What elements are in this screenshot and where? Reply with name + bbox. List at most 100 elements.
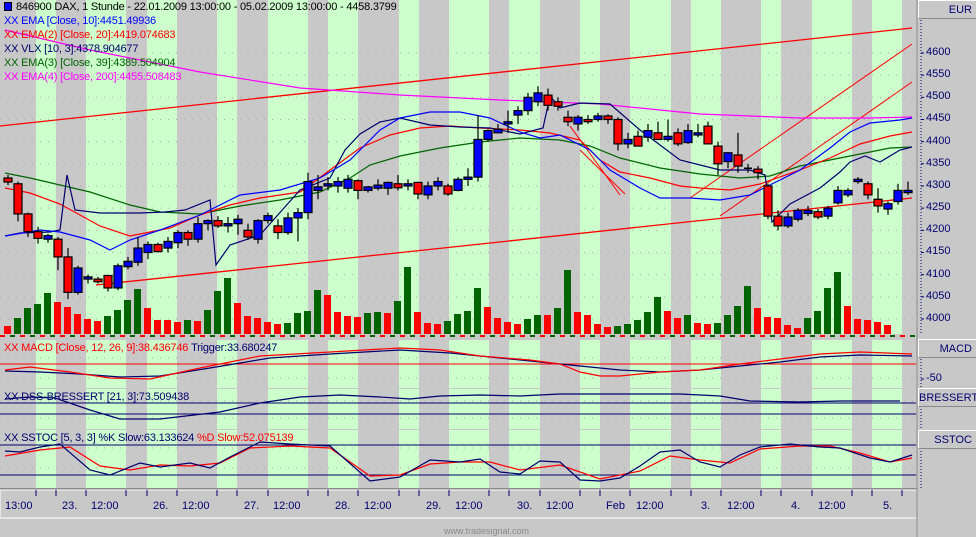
volume-bar [244, 316, 251, 334]
price-tick-label: 4600 [926, 46, 951, 58]
volume-bar [254, 318, 261, 334]
volume-bar [404, 267, 411, 334]
legend-dss[interactable]: XX DSS-BRESSERT [21, 3]:73.509438 [4, 391, 189, 403]
session-band [761, 389, 781, 429]
separator-dash [620, 335, 625, 337]
volume-bar [334, 312, 341, 334]
candle-body [313, 186, 323, 192]
volume-bar [94, 321, 101, 334]
session-band [268, 430, 308, 488]
legend-ema20[interactable]: XX EMA(2) [Close, 20]:4419.074683 [4, 29, 176, 41]
candle-body [133, 247, 143, 263]
volume-bar [754, 308, 761, 334]
volume-bar [194, 321, 201, 334]
session-band [268, 0, 308, 334]
volume-bar [554, 308, 561, 334]
price-tick-label: 4100 [926, 267, 951, 280]
separator-dash [900, 335, 905, 337]
volume-bar [414, 312, 421, 334]
session-band [580, 430, 600, 488]
volume-bar [764, 317, 771, 334]
volume-bar [324, 295, 331, 334]
time-tick-label: 5. [883, 500, 893, 512]
candle-body [453, 178, 463, 192]
candle-body [593, 115, 603, 121]
candle-body [23, 213, 33, 233]
volume-bar [314, 290, 321, 334]
candle-body [233, 218, 243, 225]
candle-body [723, 152, 733, 163]
separator-dash [660, 335, 665, 337]
volume-bar [354, 317, 361, 334]
candle-body [273, 225, 283, 234]
volume-bar [734, 306, 741, 334]
volume-bar [704, 324, 711, 334]
time-tick-label: 12:00 [91, 500, 119, 512]
legend-macd[interactable]: XX MACD [Close, 12, 26, 9]:38.436746 Tri… [4, 342, 278, 354]
volume-bar [744, 286, 751, 334]
session-band [630, 389, 671, 429]
separator-dash [800, 335, 805, 337]
session-band [328, 0, 358, 334]
separator-dash [30, 335, 35, 337]
volume-bar [234, 303, 241, 334]
legend-ema10[interactable]: XX EMA [Close, 10]:4451.49936 [4, 15, 156, 27]
session-band [872, 0, 902, 334]
candle-body [483, 129, 493, 141]
candle-body [203, 219, 213, 225]
candle-body [673, 132, 683, 145]
separator-dash [0, 335, 5, 337]
dss-axis-header[interactable]: BRESSERT [918, 388, 976, 407]
candle-body [283, 217, 293, 234]
volume-bar [284, 323, 291, 334]
candle-body [213, 219, 223, 227]
separator-dash [690, 335, 695, 337]
legend-ema39[interactable]: XX EMA(3) [Close, 39]:4389.504904 [4, 57, 176, 69]
volume-bar [664, 311, 671, 334]
candle-body [543, 94, 553, 106]
volume-bar [184, 320, 191, 334]
candle-body [3, 177, 13, 183]
separator-dash [310, 335, 315, 337]
candle-body [563, 116, 573, 123]
separator-dash [60, 335, 65, 337]
legend-vlx[interactable]: XX VLX [10, 3]:4378.904677 [4, 43, 139, 55]
candle-body [873, 198, 883, 207]
separator-dash [270, 335, 275, 337]
macd-line [4, 347, 913, 380]
separator-dash [600, 335, 605, 337]
volume-bar [4, 326, 11, 334]
candle-body [813, 211, 823, 218]
separator-dash [110, 335, 115, 337]
candle-body [463, 176, 473, 180]
price-axis-header[interactable]: EUR [918, 0, 976, 19]
candle-body [903, 189, 913, 194]
candlesticks [3, 86, 913, 300]
candle-body [183, 231, 193, 240]
candle-body [553, 101, 563, 107]
volume-bar [644, 312, 651, 334]
volume-bar [164, 320, 171, 334]
volume-bar [364, 313, 371, 334]
session-band [761, 0, 781, 334]
separator-dash [880, 335, 885, 337]
volume-bar [804, 318, 811, 334]
separator-dash [810, 335, 815, 337]
separator-dash [580, 335, 585, 337]
legend-sstoc[interactable]: XX SSTOC [5, 3, 3] %K Slow:63.133624 %D … [4, 432, 294, 444]
volume-bar [534, 315, 541, 334]
separator-dash [380, 335, 385, 337]
macd-axis-header[interactable]: MACD [918, 339, 976, 358]
volume-bar [854, 319, 861, 334]
volume-bar [624, 324, 631, 334]
candle-body [843, 189, 853, 196]
candle-body [763, 185, 773, 217]
candle-body [153, 243, 163, 253]
legend-ema200[interactable]: XX EMA(4) [Close, 200]:4455.508483 [4, 71, 182, 83]
separator-dash [430, 335, 435, 337]
volume-bar [714, 323, 721, 334]
sstoc-axis-header[interactable]: SSTOC [918, 430, 976, 449]
candle-body [733, 154, 743, 167]
channel-line-1 [689, 43, 913, 199]
